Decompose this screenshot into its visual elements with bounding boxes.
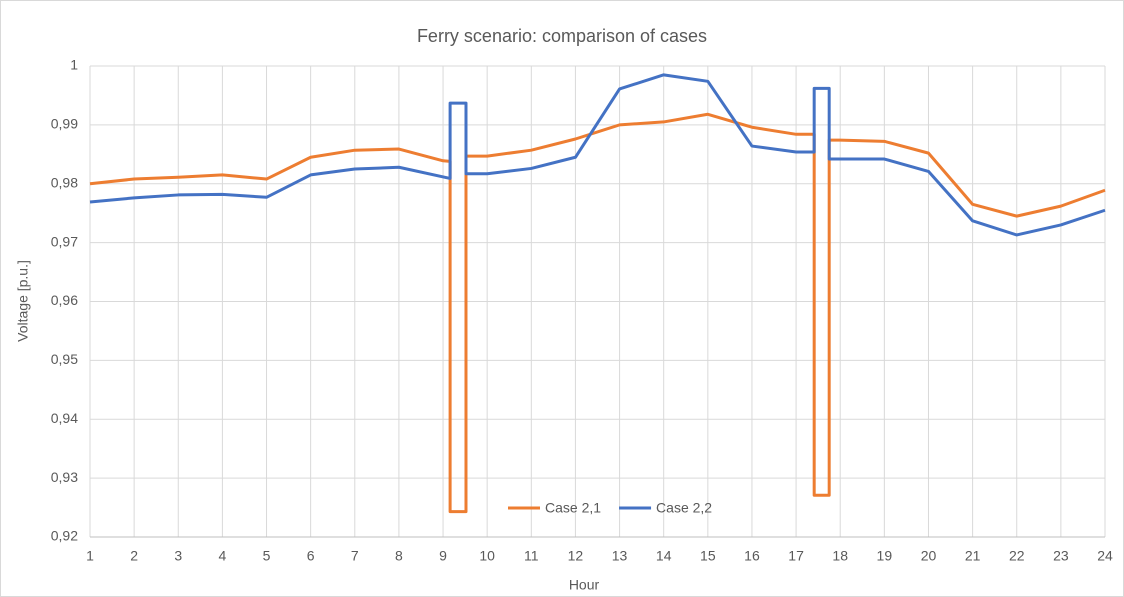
x-tick-label: 2 — [130, 548, 138, 564]
x-tick-label: 3 — [174, 548, 182, 564]
x-tick-label: 17 — [788, 548, 804, 564]
y-tick-label: 0,98 — [51, 174, 78, 190]
x-tick-label: 15 — [700, 548, 716, 564]
x-tick-label: 1 — [86, 548, 94, 564]
x-tick-label: 16 — [744, 548, 760, 564]
legend-label: Case 2,1 — [545, 500, 601, 516]
chart-title: Ferry scenario: comparison of cases — [417, 26, 707, 46]
x-tick-label: 20 — [921, 548, 937, 564]
x-tick-label: 12 — [568, 548, 584, 564]
x-tick-label: 13 — [612, 548, 628, 564]
x-tick-label: 24 — [1097, 548, 1113, 564]
x-tick-label: 8 — [395, 548, 403, 564]
x-tick-label: 4 — [218, 548, 226, 564]
legend-label: Case 2,2 — [656, 500, 712, 516]
y-tick-label: 1 — [70, 57, 78, 73]
x-axis-label: Hour — [569, 577, 600, 593]
y-tick-label: 0,95 — [51, 351, 78, 367]
y-tick-label: 0,94 — [51, 410, 78, 426]
y-tick-label: 0,96 — [51, 292, 78, 308]
y-tick-label: 0,99 — [51, 116, 78, 132]
x-tick-label: 9 — [439, 548, 447, 564]
x-tick-label: 18 — [832, 548, 848, 564]
x-tick-label: 14 — [656, 548, 672, 564]
x-tick-label: 23 — [1053, 548, 1069, 564]
y-axis-label: Voltage [p.u.] — [15, 260, 31, 342]
x-tick-label: 7 — [351, 548, 359, 564]
y-tick-label: 0,97 — [51, 233, 78, 249]
series-line — [89, 73, 1106, 237]
series-line — [89, 112, 1106, 514]
x-tick-label: 19 — [877, 548, 893, 564]
y-tick-label: 0,93 — [51, 469, 78, 485]
x-tick-label: 21 — [965, 548, 981, 564]
x-tick-label: 10 — [479, 548, 495, 564]
x-tick-label: 6 — [307, 548, 315, 564]
x-tick-label: 5 — [263, 548, 271, 564]
x-tick-label: 11 — [524, 548, 539, 564]
y-tick-label: 0,92 — [51, 528, 78, 544]
x-tick-label: 22 — [1009, 548, 1025, 564]
